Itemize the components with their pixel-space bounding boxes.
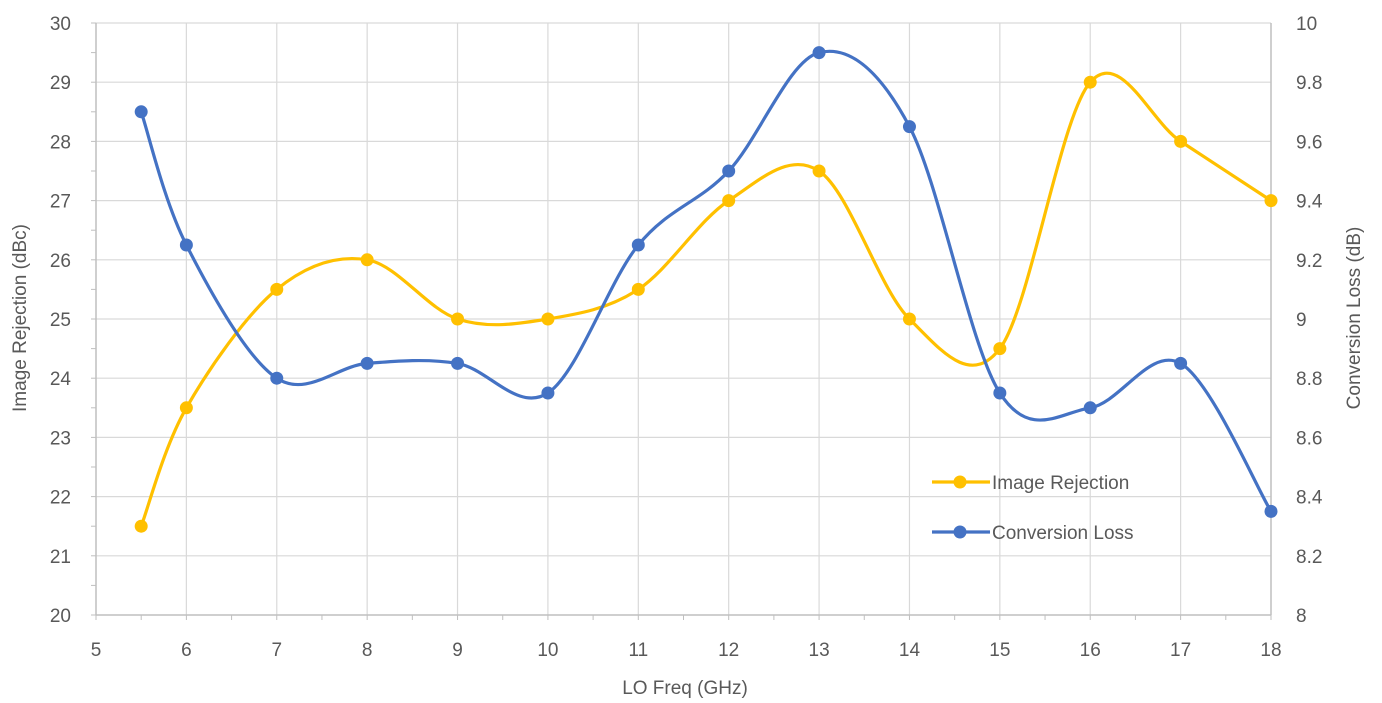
series-conversion-loss: [134, 46, 1278, 518]
data-point-conversion-loss: [902, 120, 916, 134]
y-right-tick-label: 9: [1296, 310, 1307, 331]
x-tick-label: 10: [537, 640, 558, 661]
y-left-tick-label: 25: [50, 310, 71, 331]
data-point-image-rejection: [451, 312, 465, 326]
y-right-tick-label: 8.6: [1296, 428, 1322, 449]
y-right-axis-title: Conversion Loss (dB): [1344, 227, 1365, 410]
data-point-conversion-loss: [360, 356, 374, 370]
legend-item-conversion-loss: Conversion Loss: [932, 523, 1134, 544]
y-left-tick-label: 26: [50, 251, 71, 272]
data-point-conversion-loss: [993, 386, 1007, 400]
data-point-conversion-loss: [1083, 401, 1097, 415]
x-tick-label: 5: [91, 640, 102, 661]
y-left-tick-label: 23: [50, 428, 71, 449]
x-tick-label: 9: [452, 640, 463, 661]
data-point-conversion-loss: [179, 238, 193, 252]
y-right-tick-label: 8: [1296, 606, 1307, 627]
y-right-tick-label: 9.6: [1296, 132, 1322, 153]
data-point-conversion-loss: [812, 46, 826, 60]
data-point-conversion-loss: [1264, 504, 1278, 518]
y-right-tick-label: 8.4: [1296, 488, 1323, 509]
legend: Image Rejection Conversion Loss: [932, 473, 1134, 544]
data-point-image-rejection: [812, 164, 826, 178]
legend-label-image-rejection: Image Rejection: [992, 473, 1129, 494]
y-left-tick-label: 27: [50, 192, 71, 213]
y-left-tick-labels: 20 21 22 23 24 25 26 27 28 29 30: [50, 14, 72, 627]
y-left-tick-label: 21: [50, 547, 71, 568]
x-tick-label: 12: [718, 640, 739, 661]
y-left-tick-label: 28: [50, 132, 71, 153]
y-right-tick-label: 9.8: [1296, 73, 1322, 94]
y-left-tick-label: 24: [50, 369, 72, 390]
data-point-image-rejection: [541, 312, 555, 326]
x-tick-label: 13: [809, 640, 830, 661]
x-tick-label: 16: [1080, 640, 1101, 661]
data-point-image-rejection: [993, 342, 1007, 356]
x-tick-label: 18: [1260, 640, 1281, 661]
series-line-conversion-loss: [139, 49, 1273, 513]
legend-marker-image-rejection: [953, 475, 967, 489]
data-point-conversion-loss: [541, 386, 555, 400]
y-right-tick-label: 9.4: [1296, 192, 1323, 213]
y-right-tick-label: 10: [1296, 14, 1317, 35]
data-point-image-rejection: [134, 519, 148, 533]
y-right-tick-label: 9.2: [1296, 251, 1322, 272]
data-point-image-rejection: [1264, 194, 1278, 208]
y-right-tick-label: 8.2: [1296, 547, 1322, 568]
data-point-conversion-loss: [134, 105, 148, 119]
data-point-image-rejection: [179, 401, 193, 415]
y-left-tick-label: 20: [50, 606, 71, 627]
series-image-rejection: [134, 71, 1278, 533]
data-point-image-rejection: [722, 194, 736, 208]
y-left-tick-label: 30: [50, 14, 71, 35]
data-point-conversion-loss: [722, 164, 736, 178]
data-point-image-rejection: [1174, 134, 1188, 148]
series-layer: [134, 46, 1278, 533]
y-left-tick-label: 29: [50, 73, 71, 94]
data-point-image-rejection: [902, 312, 916, 326]
x-tick-label: 11: [628, 640, 648, 661]
data-point-image-rejection: [631, 282, 645, 296]
y-left-tick-label: 22: [50, 488, 71, 509]
data-point-conversion-loss: [270, 371, 284, 385]
x-tick-label: 15: [989, 640, 1010, 661]
data-point-conversion-loss: [631, 238, 645, 252]
x-tick-label: 14: [899, 640, 921, 661]
gridlines: [96, 22, 1271, 615]
legend-item-image-rejection: Image Rejection: [932, 473, 1129, 494]
data-point-conversion-loss: [1174, 356, 1188, 370]
x-tick-label: 8: [362, 640, 373, 661]
data-point-image-rejection: [270, 282, 284, 296]
y-right-tick-labels: 8 8.2 8.4 8.6 8.8 9 9.2 9.4 9.6 9.8 10: [1296, 14, 1323, 627]
x-tick-label: 6: [181, 640, 192, 661]
y-left-axis-title: Image Rejection (dBc): [10, 224, 31, 412]
legend-marker-conversion-loss: [953, 525, 967, 539]
x-tick-label: 7: [271, 640, 282, 661]
data-point-conversion-loss: [451, 356, 465, 370]
x-tick-labels: 5 6 7 8 9 10 11 12 13 14 15 16 17 18: [91, 640, 1282, 661]
y-right-tick-label: 8.8: [1296, 369, 1322, 390]
legend-label-conversion-loss: Conversion Loss: [992, 523, 1134, 544]
x-tick-label: 17: [1170, 640, 1191, 661]
x-axis-title: LO Freq (GHz): [622, 678, 748, 699]
data-point-image-rejection: [360, 253, 374, 267]
data-point-image-rejection: [1083, 75, 1097, 89]
